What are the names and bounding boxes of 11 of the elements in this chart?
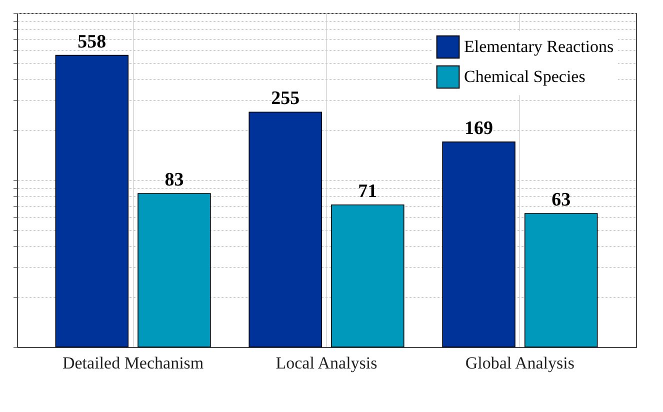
data-label: 169 — [464, 118, 494, 139]
legend-label: Elementary Reactions — [464, 37, 614, 56]
data-label: 63 — [552, 190, 571, 211]
data-label: 71 — [358, 180, 378, 202]
data-label: 255 — [271, 88, 300, 110]
x-tick-label: Local Analysis — [276, 354, 378, 372]
data-label: 83 — [164, 170, 184, 191]
x-tick-label: Global Analysis — [465, 354, 574, 372]
x-tick-label: Detailed Mechanism — [62, 354, 204, 372]
data-label: 558 — [78, 31, 106, 52]
legend-label: Chemical Species — [464, 67, 586, 86]
